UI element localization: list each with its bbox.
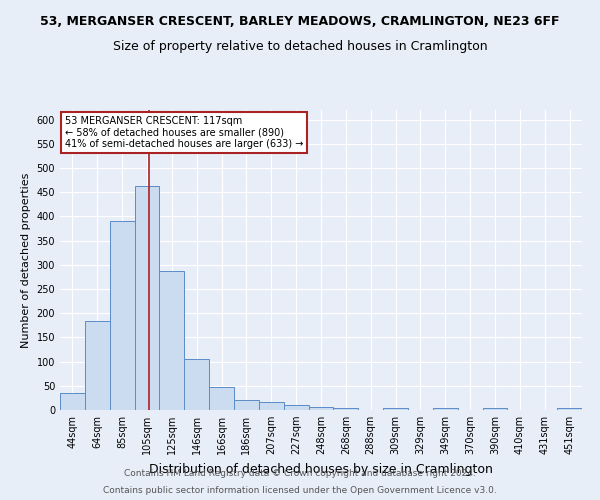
Bar <box>134 186 160 410</box>
Bar <box>184 359 209 410</box>
Bar <box>209 387 234 410</box>
Bar <box>433 408 458 410</box>
Text: Contains public sector information licensed under the Open Government Licence v3: Contains public sector information licen… <box>103 486 497 495</box>
Bar <box>383 408 408 410</box>
Text: Size of property relative to detached houses in Cramlington: Size of property relative to detached ho… <box>113 40 487 53</box>
Bar <box>85 322 110 410</box>
Y-axis label: Number of detached properties: Number of detached properties <box>21 172 31 348</box>
Bar <box>60 393 85 410</box>
Bar <box>160 271 184 410</box>
Bar <box>308 406 334 410</box>
Bar <box>334 408 358 410</box>
Bar <box>110 222 134 410</box>
Bar <box>482 408 508 410</box>
Text: Contains HM Land Registry data © Crown copyright and database right 2024.: Contains HM Land Registry data © Crown c… <box>124 468 476 477</box>
Bar <box>557 408 582 410</box>
Bar <box>259 402 284 410</box>
Text: 53 MERGANSER CRESCENT: 117sqm
← 58% of detached houses are smaller (890)
41% of : 53 MERGANSER CRESCENT: 117sqm ← 58% of d… <box>65 116 304 149</box>
Bar <box>234 400 259 410</box>
X-axis label: Distribution of detached houses by size in Cramlington: Distribution of detached houses by size … <box>149 462 493 475</box>
Text: 53, MERGANSER CRESCENT, BARLEY MEADOWS, CRAMLINGTON, NE23 6FF: 53, MERGANSER CRESCENT, BARLEY MEADOWS, … <box>40 15 560 28</box>
Bar <box>284 405 308 410</box>
